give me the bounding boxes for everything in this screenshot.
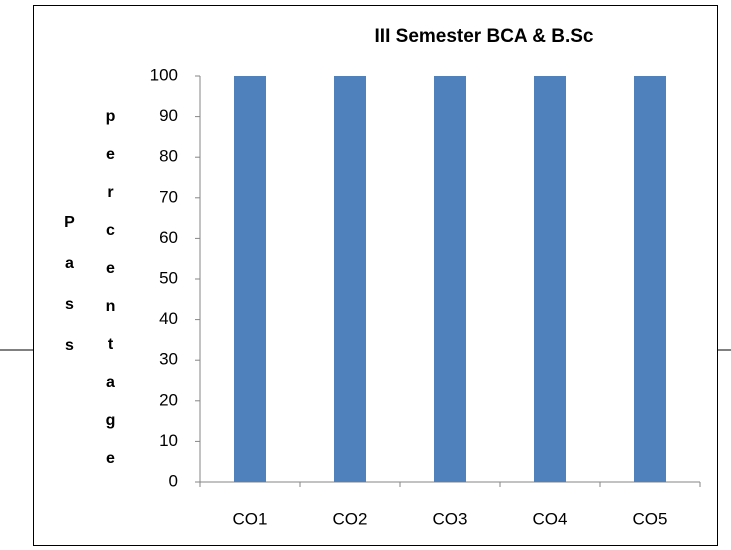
bar	[334, 76, 366, 482]
x-tick-label: CO1	[233, 509, 268, 528]
y-axis-label: percentage	[102, 108, 119, 488]
x-tick-label: CO4	[533, 509, 568, 528]
chart-frame	[33, 5, 718, 546]
y-tick-label: 60	[159, 228, 178, 247]
bar	[634, 76, 666, 482]
x-tick-label: CO5	[633, 509, 668, 528]
y-tick-label: 40	[159, 309, 178, 328]
x-tick-label: CO2	[333, 509, 368, 528]
y-tick-label: 30	[159, 350, 178, 369]
y-tick-label: 100	[150, 65, 178, 84]
y-tick-label: 20	[159, 390, 178, 409]
y-axis-label: Pass	[61, 214, 78, 378]
y-tick-label: 10	[159, 431, 178, 450]
chart-title: III Semester BCA & B.Sc	[375, 26, 594, 47]
bar	[434, 76, 466, 482]
y-tick-label: 0	[169, 471, 178, 490]
y-tick-label: 90	[159, 106, 178, 125]
y-tick-label: 50	[159, 268, 178, 287]
x-tick-label: CO3	[433, 509, 468, 528]
bar	[534, 76, 566, 482]
y-tick-label: 70	[159, 187, 178, 206]
y-tick-label: 80	[159, 147, 178, 166]
bar	[234, 76, 266, 482]
